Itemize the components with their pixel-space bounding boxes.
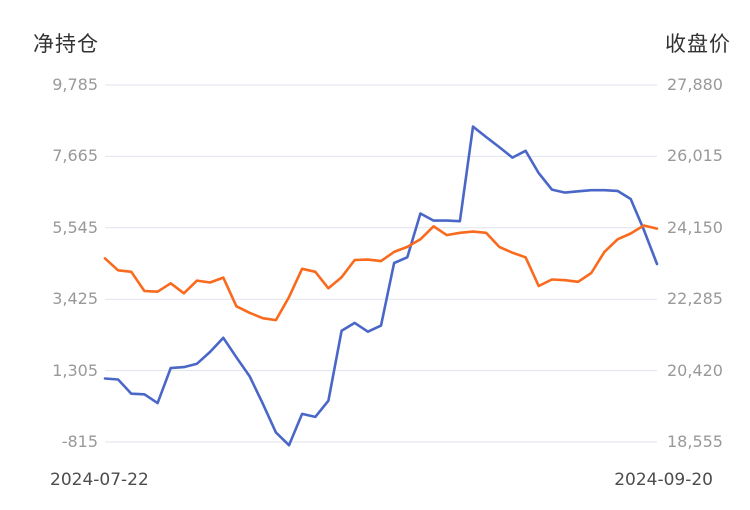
right-axis-tick: 20,420 <box>667 361 723 380</box>
right-axis-tick: 24,150 <box>667 218 723 237</box>
right-axis-tick: 22,285 <box>667 289 723 308</box>
right-axis-tick: 18,555 <box>667 432 723 451</box>
close-price-line <box>103 224 659 322</box>
right-axis-tick: 26,015 <box>667 146 723 165</box>
left-axis-title: 净持仓 <box>33 32 99 56</box>
left-axis-tick: -815 <box>61 432 98 451</box>
x-axis-start-date: 2024-07-22 <box>50 470 149 490</box>
gridlines <box>105 84 657 443</box>
right-axis-tick: 27,880 <box>667 75 723 94</box>
left-axis-tick: 7,665 <box>52 146 98 165</box>
left-axis-tick: 9,785 <box>52 75 98 94</box>
left-axis-tick: 3,425 <box>52 289 98 308</box>
right-axis-title: 收盘价 <box>665 32 731 56</box>
x-axis-end-date: 2024-09-20 <box>614 470 713 490</box>
left-axis-tick: 1,305 <box>52 361 98 380</box>
left-axis-tick: 5,545 <box>52 218 98 237</box>
net-position-line <box>103 125 659 447</box>
